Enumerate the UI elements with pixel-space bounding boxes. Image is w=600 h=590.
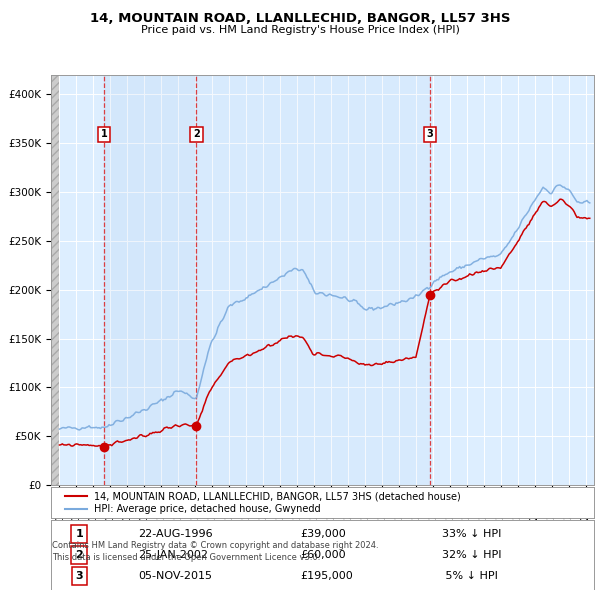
Text: 2: 2 — [193, 129, 200, 139]
Text: 32% ↓ HPI: 32% ↓ HPI — [442, 550, 502, 560]
Text: £39,000: £39,000 — [301, 529, 347, 539]
Text: 2: 2 — [76, 550, 83, 560]
Text: 1: 1 — [101, 129, 107, 139]
Text: 05-NOV-2015: 05-NOV-2015 — [138, 571, 212, 581]
Text: 25-JAN-2002: 25-JAN-2002 — [138, 550, 208, 560]
Bar — [104, 75, 196, 485]
Text: This data is licensed under the Open Government Licence v3.0.: This data is licensed under the Open Gov… — [52, 553, 320, 562]
Text: 14, MOUNTAIN ROAD, LLANLLECHID, BANGOR, LL57 3HS: 14, MOUNTAIN ROAD, LLANLLECHID, BANGOR, … — [90, 12, 510, 25]
Text: £60,000: £60,000 — [301, 550, 346, 560]
Bar — [196, 75, 430, 485]
Text: 1: 1 — [76, 529, 83, 539]
Text: 3: 3 — [427, 129, 433, 139]
Legend: 14, MOUNTAIN ROAD, LLANLLECHID, BANGOR, LL57 3HS (detached house), HPI: Average : 14, MOUNTAIN ROAD, LLANLLECHID, BANGOR, … — [61, 487, 465, 518]
Text: 5% ↓ HPI: 5% ↓ HPI — [442, 571, 498, 581]
Text: Contains HM Land Registry data © Crown copyright and database right 2024.: Contains HM Land Registry data © Crown c… — [52, 541, 379, 550]
Text: 3: 3 — [76, 571, 83, 581]
Text: 33% ↓ HPI: 33% ↓ HPI — [442, 529, 502, 539]
Bar — [51, 75, 59, 485]
Text: Price paid vs. HM Land Registry's House Price Index (HPI): Price paid vs. HM Land Registry's House … — [140, 25, 460, 35]
Text: £195,000: £195,000 — [301, 571, 353, 581]
Text: 22-AUG-1996: 22-AUG-1996 — [138, 529, 212, 539]
